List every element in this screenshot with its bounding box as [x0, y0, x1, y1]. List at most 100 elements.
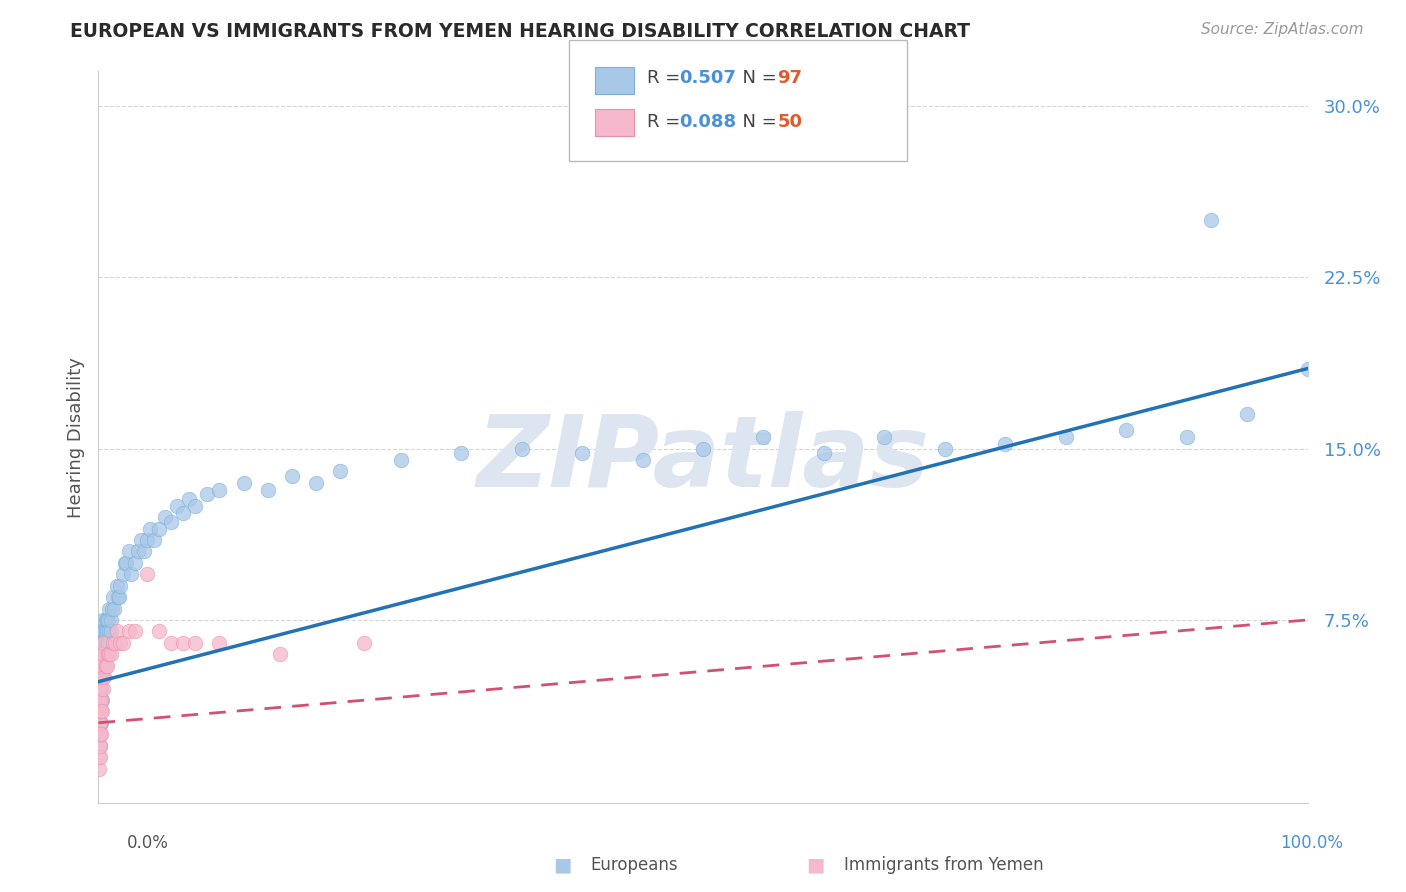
- Point: [91, 647, 114, 661]
- Text: R =: R =: [647, 113, 686, 131]
- Text: N =: N =: [731, 113, 783, 131]
- Point: [91, 670, 114, 684]
- Text: 50: 50: [778, 113, 803, 131]
- Text: 0.088: 0.088: [679, 113, 737, 131]
- Point: [91, 647, 114, 661]
- Text: 97: 97: [778, 70, 803, 87]
- Text: R =: R =: [647, 70, 686, 87]
- Point: [179, 491, 201, 506]
- Point: [98, 624, 121, 639]
- Point: [96, 613, 118, 627]
- Point: [91, 636, 114, 650]
- Point: [87, 727, 110, 741]
- Text: 100.0%: 100.0%: [1279, 834, 1343, 852]
- Point: [91, 624, 114, 639]
- Point: [89, 681, 111, 696]
- Point: [139, 521, 162, 535]
- Point: [281, 469, 304, 483]
- Text: Source: ZipAtlas.com: Source: ZipAtlas.com: [1201, 22, 1364, 37]
- Point: [105, 624, 128, 639]
- Point: [90, 693, 112, 707]
- Point: [89, 705, 111, 719]
- Point: [1175, 430, 1198, 444]
- Point: [124, 556, 146, 570]
- Point: [90, 715, 112, 730]
- Point: [256, 483, 278, 497]
- Text: N =: N =: [731, 70, 783, 87]
- Point: [90, 670, 112, 684]
- Text: 0.507: 0.507: [679, 70, 735, 87]
- Point: [120, 567, 142, 582]
- Point: [208, 483, 231, 497]
- Point: [89, 670, 111, 684]
- Text: ■: ■: [806, 855, 825, 875]
- Point: [93, 636, 115, 650]
- Point: [1199, 213, 1222, 227]
- Point: [98, 647, 121, 661]
- Point: [90, 693, 112, 707]
- Point: [134, 544, 156, 558]
- Point: [100, 647, 122, 661]
- Point: [89, 727, 111, 741]
- Point: [115, 556, 138, 570]
- Point: [934, 442, 956, 456]
- Point: [111, 567, 134, 582]
- Point: [135, 567, 157, 582]
- Point: [108, 579, 131, 593]
- Point: [91, 658, 114, 673]
- Point: [87, 693, 110, 707]
- Point: [94, 658, 117, 673]
- Point: [89, 705, 111, 719]
- Point: [143, 533, 166, 547]
- Point: [94, 647, 117, 661]
- Point: [89, 647, 111, 661]
- Point: [129, 533, 152, 547]
- Point: [389, 453, 412, 467]
- Point: [94, 624, 117, 639]
- Point: [153, 510, 176, 524]
- Point: [91, 693, 114, 707]
- Point: [91, 636, 114, 650]
- Point: [89, 750, 111, 764]
- Point: [305, 475, 328, 490]
- Point: [232, 475, 254, 490]
- Point: [90, 647, 112, 661]
- Point: [89, 739, 111, 753]
- Point: [571, 446, 593, 460]
- Point: [269, 647, 291, 661]
- Point: [127, 544, 149, 558]
- Point: [89, 681, 111, 696]
- Point: [1236, 407, 1258, 421]
- Point: [135, 533, 157, 547]
- Point: [100, 613, 122, 627]
- Point: [94, 613, 117, 627]
- Point: [1054, 430, 1077, 444]
- Point: [124, 624, 146, 639]
- Point: [90, 681, 112, 696]
- Point: [90, 705, 112, 719]
- Point: [97, 613, 120, 627]
- Point: [104, 636, 127, 650]
- Point: [118, 624, 141, 639]
- Point: [111, 636, 134, 650]
- Point: [91, 636, 114, 650]
- Point: [100, 624, 122, 639]
- Point: [89, 739, 111, 753]
- Point: [93, 647, 115, 661]
- Point: [87, 705, 110, 719]
- Point: [752, 430, 775, 444]
- Point: [91, 705, 114, 719]
- Point: [90, 670, 112, 684]
- Point: [329, 464, 352, 478]
- Point: [90, 727, 112, 741]
- Point: [89, 658, 111, 673]
- Point: [510, 442, 533, 456]
- Point: [166, 499, 188, 513]
- Point: [103, 601, 125, 615]
- Point: [90, 647, 112, 661]
- Point: [108, 590, 131, 604]
- Text: Immigrants from Yemen: Immigrants from Yemen: [844, 856, 1043, 874]
- Point: [114, 556, 136, 570]
- Point: [90, 624, 112, 639]
- Point: [101, 590, 124, 604]
